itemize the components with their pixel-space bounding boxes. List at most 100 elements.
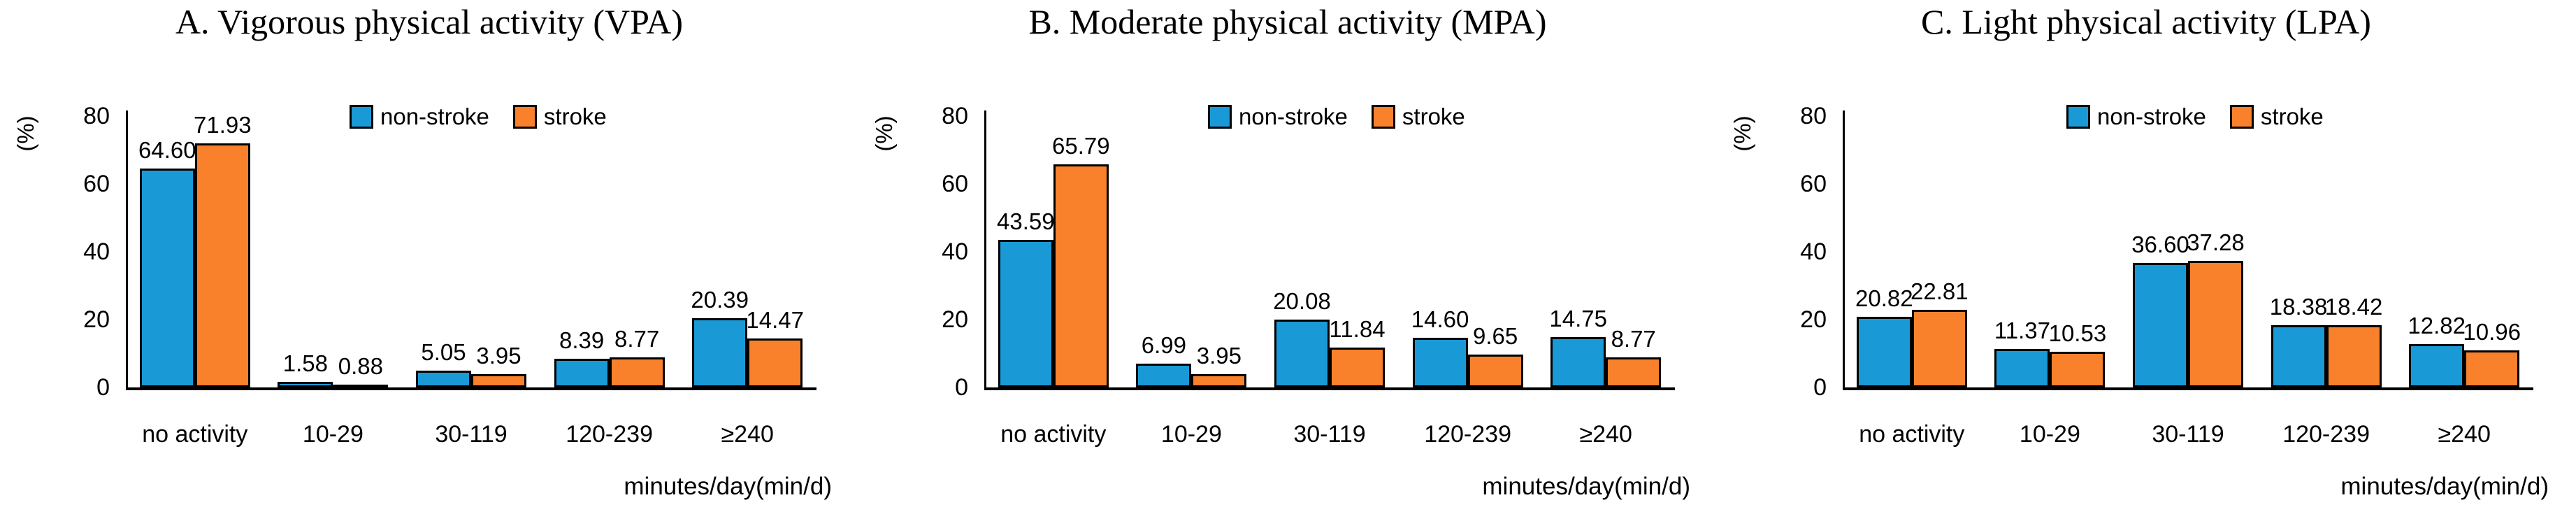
bar-value-label-non-stroke: 5.05 bbox=[421, 338, 466, 365]
legend-swatch-stroke bbox=[512, 105, 537, 129]
x-category-label: 30-119 bbox=[2152, 421, 2224, 448]
legend-label-stroke: stroke bbox=[543, 104, 607, 129]
x-axis-title: minutes/day(min/d) bbox=[1482, 473, 1690, 500]
bar-value-label-non-stroke: 20.82 bbox=[1855, 285, 1913, 312]
bar-value-label-non-stroke: 8.39 bbox=[559, 327, 605, 354]
x-category-label: 10-29 bbox=[2019, 421, 2080, 448]
legend-swatch-stroke bbox=[1371, 105, 1395, 129]
bar-value-label-stroke: 3.95 bbox=[476, 342, 521, 369]
x-axis-line bbox=[1843, 387, 2533, 390]
panel-lpa: C. Light physical activity (LPA) (%) non… bbox=[1717, 0, 2575, 521]
plot-area-lpa: 0 20 40 60 80 20.82 22.81 no activity 11.37 10.53… bbox=[1717, 0, 2575, 521]
x-category-label: ≥240 bbox=[1579, 421, 1632, 448]
legend-item-non-stroke: non-stroke bbox=[2066, 105, 2206, 129]
bar-stroke bbox=[2464, 350, 2520, 387]
bar-value-label-stroke: 3.95 bbox=[1196, 342, 1242, 369]
bar-non-stroke bbox=[998, 239, 1053, 387]
bar-non-stroke bbox=[1550, 337, 1606, 387]
legend-label-stroke: stroke bbox=[1402, 104, 1465, 129]
bar-non-stroke bbox=[1274, 319, 1330, 387]
bar-value-label-stroke: 8.77 bbox=[1611, 326, 1656, 352]
bar-value-label-stroke: 0.88 bbox=[338, 352, 383, 379]
bar-stroke bbox=[2050, 351, 2106, 387]
x-axis-title: minutes/day(min/d) bbox=[2340, 473, 2549, 500]
x-axis-title: minutes/day(min/d) bbox=[624, 473, 832, 500]
bar-stroke bbox=[1606, 357, 1662, 387]
y-axis-line bbox=[1843, 110, 1845, 387]
plot-area-mpa: 0 20 40 60 80 43.59 65.79 no activity 6.99 3.95 10… bbox=[858, 0, 1717, 521]
bar-stroke bbox=[2326, 324, 2382, 387]
y-tick-label: 0 bbox=[1813, 374, 1827, 401]
bar-stroke bbox=[333, 384, 389, 389]
bar-stroke bbox=[747, 338, 803, 387]
bar-value-label-stroke: 10.96 bbox=[2463, 318, 2521, 345]
y-tick-label: 60 bbox=[1800, 171, 1827, 197]
bar-value-label-stroke: 65.79 bbox=[1052, 132, 1110, 159]
bar-value-label-stroke: 9.65 bbox=[1472, 323, 1518, 350]
y-tick-label: 40 bbox=[1800, 238, 1827, 265]
legend-swatch-non-stroke bbox=[350, 105, 373, 129]
bar-non-stroke bbox=[2409, 343, 2465, 387]
legend-label-non-stroke: non-stroke bbox=[2097, 104, 2206, 129]
bar-value-label-non-stroke: 43.59 bbox=[997, 208, 1055, 234]
y-tick-label: 60 bbox=[942, 171, 968, 197]
x-category-label: 120-239 bbox=[566, 421, 653, 448]
legend: non-stroke stroke bbox=[1208, 105, 1465, 129]
bar-value-label-stroke: 8.77 bbox=[614, 326, 660, 352]
legend: non-stroke stroke bbox=[350, 105, 607, 129]
y-tick-label: 80 bbox=[942, 103, 968, 129]
bar-value-label-non-stroke: 64.60 bbox=[138, 136, 196, 163]
legend-swatch-non-stroke bbox=[1208, 105, 1232, 129]
legend-item-non-stroke: non-stroke bbox=[1208, 105, 1348, 129]
panel-vpa: A. Vigorous physical activity (VPA) (%) … bbox=[0, 0, 858, 521]
bar-value-label-non-stroke: 20.08 bbox=[1273, 287, 1331, 314]
bar-value-label-non-stroke: 1.58 bbox=[282, 350, 328, 377]
y-tick-label: 0 bbox=[955, 374, 968, 401]
legend-label-stroke: stroke bbox=[2260, 104, 2324, 129]
x-category-label: 30-119 bbox=[1293, 421, 1366, 448]
bar-non-stroke bbox=[416, 370, 471, 387]
x-category-label: ≥240 bbox=[2438, 421, 2491, 448]
y-axis-line bbox=[984, 110, 986, 387]
bar-non-stroke bbox=[278, 382, 333, 387]
bar-value-label-stroke: 10.53 bbox=[2048, 320, 2107, 346]
bar-value-label-non-stroke: 6.99 bbox=[1141, 332, 1186, 359]
y-tick-label: 20 bbox=[942, 306, 968, 333]
bar-non-stroke bbox=[1412, 338, 1468, 387]
legend-item-stroke: stroke bbox=[1371, 104, 1465, 129]
bar-value-label-stroke: 37.28 bbox=[2187, 229, 2245, 256]
bar-value-label-non-stroke: 11.37 bbox=[1994, 317, 2050, 343]
x-category-label: ≥240 bbox=[721, 421, 774, 448]
panel-title-lpa: C. Light physical activity (LPA) bbox=[1921, 2, 2371, 41]
bar-value-label-non-stroke: 14.60 bbox=[1411, 306, 1469, 333]
bar-non-stroke bbox=[139, 168, 195, 387]
bar-value-label-non-stroke: 36.60 bbox=[2131, 231, 2189, 258]
legend-swatch-stroke bbox=[2229, 105, 2254, 129]
y-tick-label: 80 bbox=[83, 103, 110, 129]
bar-stroke bbox=[1330, 347, 1385, 387]
panel-title-vpa: A. Vigorous physical activity (VPA) bbox=[175, 2, 684, 41]
x-category-label: no activity bbox=[1859, 421, 1965, 448]
x-category-label: 10-29 bbox=[1160, 421, 1222, 448]
y-tick-label: 60 bbox=[83, 171, 110, 197]
x-category-label: 120-239 bbox=[1424, 421, 1511, 448]
bar-stroke bbox=[194, 143, 250, 387]
bar-non-stroke bbox=[554, 359, 610, 387]
bar-value-label-stroke: 11.84 bbox=[1329, 315, 1386, 342]
bar-value-label-non-stroke: 12.82 bbox=[2408, 312, 2466, 338]
legend-item-stroke: stroke bbox=[2229, 104, 2324, 129]
plot-area-vpa: 0 20 40 60 80 64.60 71.93 no activity 1.58 0.88 10… bbox=[0, 0, 858, 521]
panel-title-mpa: B. Moderate physical activity (MPA) bbox=[1028, 2, 1547, 41]
y-tick-label: 40 bbox=[942, 238, 968, 265]
x-axis-line bbox=[126, 387, 816, 390]
bar-non-stroke bbox=[2271, 324, 2326, 387]
bar-non-stroke bbox=[2133, 263, 2188, 387]
bar-value-label-stroke: 18.42 bbox=[2324, 293, 2383, 320]
bar-value-label-non-stroke: 20.39 bbox=[691, 287, 749, 313]
bar-value-label-stroke: 14.47 bbox=[746, 306, 804, 333]
x-category-label: 120-239 bbox=[2282, 421, 2370, 448]
bar-non-stroke bbox=[692, 318, 748, 387]
bar-non-stroke bbox=[1856, 317, 1912, 387]
y-tick-label: 20 bbox=[1800, 306, 1827, 333]
x-category-label: 30-119 bbox=[435, 421, 508, 448]
